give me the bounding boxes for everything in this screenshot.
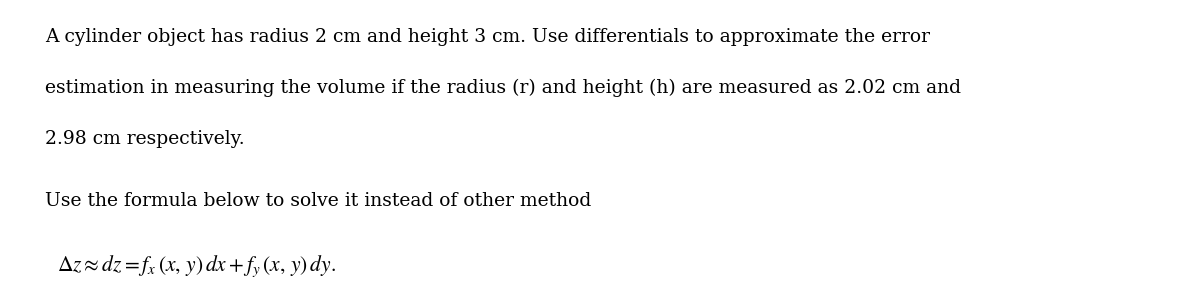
Text: estimation in measuring the volume if the radius (r) and height (h) are measured: estimation in measuring the volume if th… xyxy=(45,79,961,97)
Text: $\Delta z \approx dz = f_x\,(x,\,y)\,dx + f_y\,(x,\,y)\,dy.$: $\Delta z \approx dz = f_x\,(x,\,y)\,dx … xyxy=(57,254,335,279)
Text: Use the formula below to solve it instead of other method: Use the formula below to solve it instea… xyxy=(45,192,591,210)
Text: 2.98 cm respectively.: 2.98 cm respectively. xyxy=(45,130,244,148)
Text: A cylinder object has radius 2 cm and height 3 cm. Use differentials to approxim: A cylinder object has radius 2 cm and he… xyxy=(45,28,930,46)
